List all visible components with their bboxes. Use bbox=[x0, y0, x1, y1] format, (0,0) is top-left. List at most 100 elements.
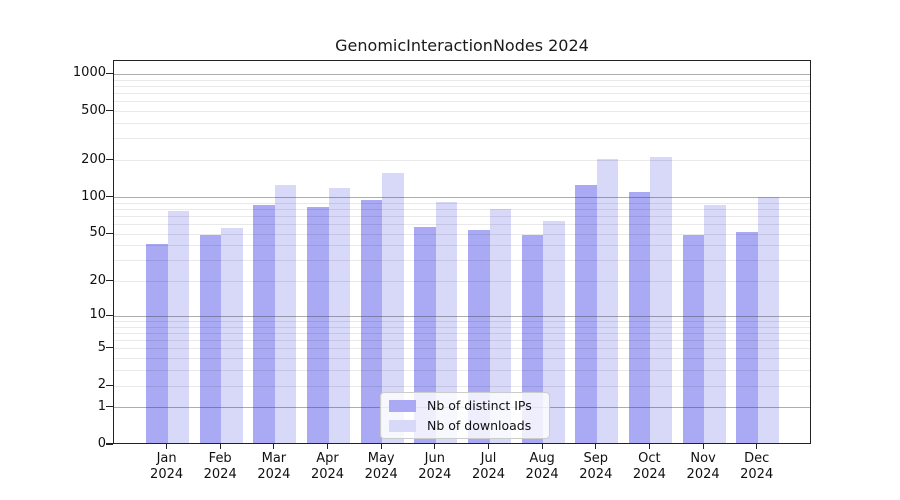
bar-distinct-ips-may bbox=[360, 199, 383, 443]
bar-downloads-jul bbox=[489, 208, 511, 443]
x-tick-label-jul: Jul 2024 bbox=[471, 451, 506, 482]
bar-downloads-jun bbox=[435, 202, 458, 443]
gridline-minor bbox=[114, 208, 810, 210]
x-tick-label-apr: Apr 2024 bbox=[310, 451, 345, 482]
legend-item-distinct-ips: Nb of distinct IPs bbox=[389, 397, 541, 414]
gridline-minor bbox=[114, 85, 810, 87]
x-tick-label-may: May 2024 bbox=[364, 451, 398, 482]
x-tick-mark bbox=[326, 444, 329, 449]
legend-swatch-downloads bbox=[389, 419, 416, 432]
bar-distinct-ips-jun bbox=[414, 227, 436, 443]
bar-downloads-sep bbox=[596, 158, 619, 443]
y-tick-label: 2 bbox=[97, 377, 106, 393]
y-tick-label: 200 bbox=[81, 151, 106, 167]
bar-distinct-ips-nov bbox=[682, 235, 705, 443]
y-tick-mark bbox=[106, 195, 113, 198]
gridline-minor bbox=[114, 93, 810, 94]
y-tick-label: 10 bbox=[89, 307, 106, 323]
y-tick-mark bbox=[106, 158, 113, 161]
x-tick-label-aug: Aug 2024 bbox=[525, 451, 559, 482]
gridline-minor bbox=[114, 260, 810, 262]
x-tick-mark bbox=[219, 444, 221, 449]
x-tick-label-jun: Jun 2024 bbox=[418, 451, 452, 482]
bar-distinct-ips-jul bbox=[468, 230, 490, 443]
gridline-minor bbox=[114, 160, 810, 161]
bar-downloads-jan bbox=[167, 210, 190, 443]
bar-downloads-mar bbox=[274, 184, 297, 443]
gridline-minor bbox=[114, 370, 810, 372]
bar-distinct-ips-dec bbox=[736, 232, 758, 443]
gridline-minor bbox=[114, 385, 810, 387]
gridline-major bbox=[114, 73, 810, 76]
y-tick-label: 5 bbox=[97, 339, 106, 355]
x-tick-mark bbox=[380, 444, 382, 449]
gridline-minor bbox=[114, 101, 810, 103]
gridline-minor bbox=[114, 326, 810, 328]
y-tick-mark bbox=[106, 280, 113, 282]
bar-distinct-ips-mar bbox=[253, 205, 275, 443]
x-tick-label-feb: Feb 2024 bbox=[203, 451, 237, 482]
x-tick-label-mar: Mar 2024 bbox=[257, 451, 291, 482]
legend: Nb of distinct IPs Nb of downloads bbox=[380, 392, 550, 439]
y-tick-label: 0 bbox=[97, 436, 106, 451]
y-tick-label: 500 bbox=[81, 102, 106, 118]
x-tick-label-jan: Jan 2024 bbox=[150, 451, 184, 482]
y-tick-mark bbox=[106, 72, 113, 74]
y-tick-label: 20 bbox=[89, 272, 106, 288]
bar-distinct-ips-aug bbox=[521, 235, 544, 443]
y-tick-mark bbox=[106, 384, 113, 386]
bar-distinct-ips-feb bbox=[199, 235, 222, 443]
x-tick-label-sep: Sep 2024 bbox=[579, 451, 613, 482]
gridline-minor bbox=[114, 233, 810, 235]
y-tick-label: 50 bbox=[89, 225, 106, 241]
x-tick-mark bbox=[595, 444, 597, 449]
x-tick-mark bbox=[273, 444, 275, 449]
y-tick-mark bbox=[106, 347, 113, 349]
gridline-minor bbox=[114, 321, 810, 322]
gridline-minor bbox=[114, 202, 810, 204]
chart-title: GenomicInteractionNodes 2024 bbox=[335, 36, 589, 55]
bar-downloads-apr bbox=[328, 187, 350, 443]
gridline-major bbox=[114, 197, 810, 199]
bar-downloads-feb bbox=[221, 228, 243, 443]
y-tick-mark bbox=[106, 406, 113, 408]
plot-area: Nb of distinct IPs Nb of downloads bbox=[113, 60, 811, 444]
x-tick-mark bbox=[541, 444, 543, 449]
gridline-minor bbox=[114, 340, 810, 342]
bar-distinct-ips-jan bbox=[146, 243, 168, 443]
x-tick-mark bbox=[487, 444, 490, 449]
gridline-minor bbox=[114, 348, 810, 350]
x-tick-mark bbox=[648, 444, 650, 449]
y-tick-mark bbox=[106, 314, 113, 316]
gridline-minor bbox=[114, 215, 810, 217]
x-tick-mark bbox=[434, 444, 436, 449]
y-tick-mark bbox=[106, 232, 113, 234]
legend-label-distinct-ips: Nb of distinct IPs bbox=[427, 398, 532, 413]
gridline-minor bbox=[114, 123, 810, 124]
gridline-minor bbox=[114, 138, 810, 140]
gridline-minor bbox=[114, 358, 810, 360]
gridline-minor bbox=[114, 333, 810, 334]
bar-downloads-oct bbox=[650, 156, 672, 443]
y-tick-label: 1 bbox=[97, 398, 106, 414]
x-tick-mark bbox=[702, 444, 704, 449]
legend-label-downloads: Nb of downloads bbox=[427, 418, 532, 433]
legend-swatch-distinct-ips bbox=[389, 399, 416, 412]
x-tick-mark bbox=[166, 444, 168, 449]
bar-downloads-nov bbox=[704, 204, 726, 443]
gridline-minor bbox=[114, 111, 810, 113]
x-tick-mark bbox=[756, 444, 758, 449]
y-tick-label: 1000 bbox=[72, 65, 106, 81]
gridline-major bbox=[114, 315, 810, 318]
y-tick-label: 100 bbox=[81, 188, 106, 204]
x-tick-label-nov: Nov 2024 bbox=[686, 451, 720, 482]
bar-downloads-aug bbox=[543, 220, 565, 443]
bar-distinct-ips-oct bbox=[628, 192, 651, 443]
bar-distinct-ips-sep bbox=[575, 184, 597, 443]
bar-downloads-dec bbox=[757, 196, 780, 443]
x-tick-label-dec: Dec 2024 bbox=[740, 451, 774, 482]
gridline-minor bbox=[114, 79, 810, 81]
y-tick-mark bbox=[106, 110, 113, 112]
bar-distinct-ips-apr bbox=[307, 206, 329, 443]
